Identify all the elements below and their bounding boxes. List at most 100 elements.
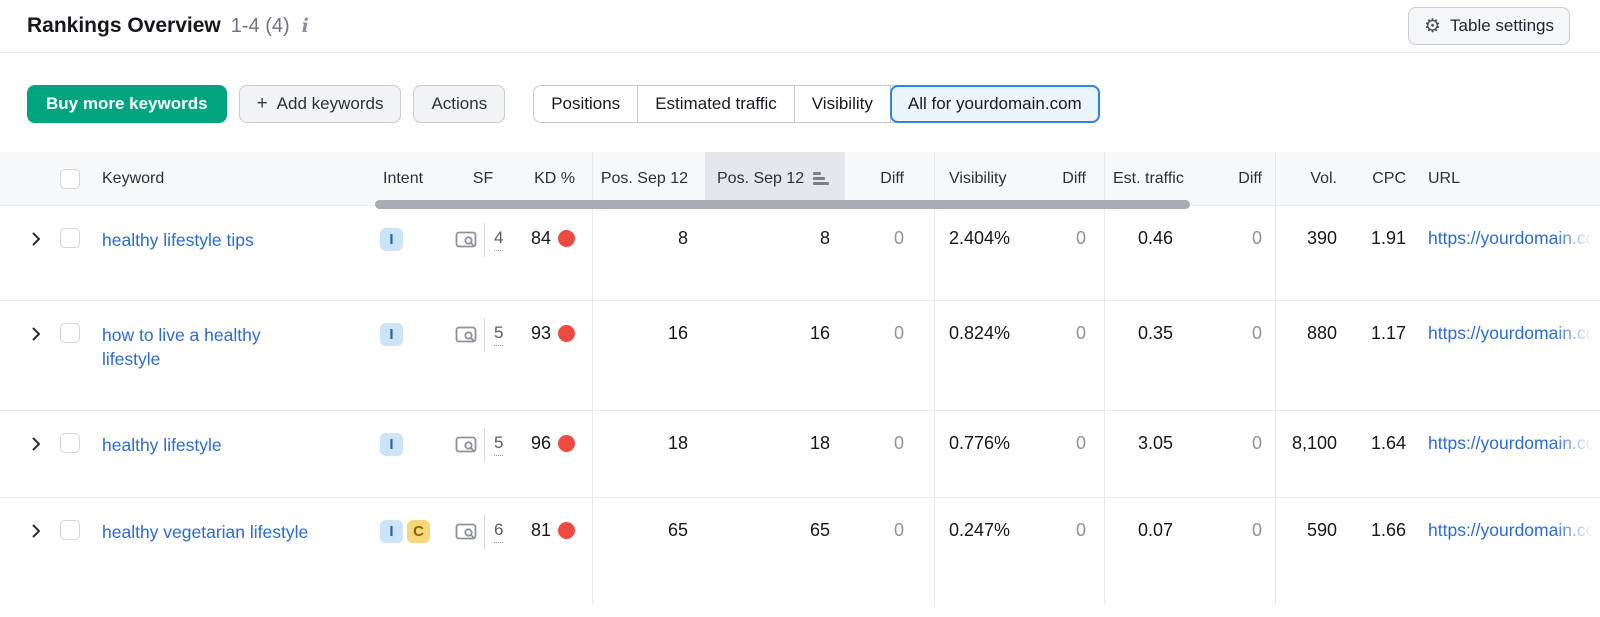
pos-current-cell: 18 <box>809 433 830 453</box>
divider <box>484 428 485 462</box>
volume-cell: 880 <box>1306 323 1337 343</box>
cpc-cell: 1.66 <box>1370 520 1406 540</box>
cpc-cell: 1.91 <box>1370 228 1406 248</box>
table-row: healthy lifestyle tips I 4 84 8 8 0 2.40… <box>0 205 1600 300</box>
diff-traffic-cell: 0 <box>1205 206 1276 300</box>
tab-all-for-yourdomain[interactable]: All for yourdomain.com <box>889 85 1100 123</box>
cpc-cell: 1.17 <box>1370 323 1406 343</box>
header-visibility[interactable]: Visibility <box>949 169 1007 187</box>
keyword-link[interactable]: how to live a healthy lifestyle <box>102 325 261 369</box>
keyword-link[interactable]: healthy vegetarian lifestyle <box>102 522 309 542</box>
serp-features-icon[interactable] <box>455 522 477 547</box>
table-row: how to live a healthy lifestyle I 5 93 1… <box>0 300 1600 410</box>
header-kd[interactable]: KD % <box>516 152 593 205</box>
visibility-cell: 0.247% <box>949 520 1011 540</box>
row-checkbox[interactable] <box>60 433 80 453</box>
diff-pos-cell: 0 <box>845 498 935 605</box>
kd-dot-icon <box>558 522 575 539</box>
keyword-link[interactable]: healthy lifestyle tips <box>102 230 254 250</box>
tab-estimated-traffic[interactable]: Estimated traffic <box>638 86 795 122</box>
header-diff-traffic[interactable]: Diff <box>1205 152 1276 205</box>
intent-badge-informational[interactable]: I <box>380 433 403 456</box>
intent-badge-informational[interactable]: I <box>380 520 403 543</box>
cpc-cell: 1.64 <box>1370 433 1406 453</box>
serp-features-count[interactable]: 5 <box>494 323 504 346</box>
visibility-cell: 0.776% <box>949 433 1011 453</box>
divider <box>484 223 485 257</box>
select-all-checkbox[interactable] <box>60 168 80 189</box>
row-checkbox[interactable] <box>60 520 80 540</box>
url-link[interactable]: https://yourdomain.com <box>1428 433 1600 453</box>
est-traffic-cell: 0.46 <box>1137 228 1173 248</box>
page-count: 1-4 (4) <box>230 15 290 37</box>
gear-icon: ⚙ <box>1424 15 1442 37</box>
header-est-traffic[interactable]: Est. traffic <box>1113 169 1184 187</box>
serp-features-icon[interactable] <box>455 325 477 350</box>
kd-value: 93 <box>530 323 551 343</box>
info-icon[interactable]: i <box>301 15 309 37</box>
tab-positions[interactable]: Positions <box>534 86 639 122</box>
header-keyword[interactable]: Keyword <box>102 169 165 187</box>
expand-chevron-icon[interactable] <box>28 231 44 247</box>
kd-value: 81 <box>530 520 551 540</box>
pos-current-cell: 65 <box>809 520 830 540</box>
pos-current-cell: 8 <box>819 228 830 248</box>
divider <box>484 515 485 549</box>
est-traffic-cell: 0.35 <box>1137 323 1173 343</box>
page-title: Rankings Overview <box>27 14 221 37</box>
row-checkbox[interactable] <box>60 323 80 343</box>
table-header-row: Keyword Intent SF KD % Pos. Sep 12 Pos. … <box>0 152 1600 209</box>
expand-chevron-icon[interactable] <box>28 436 44 452</box>
expand-chevron-icon[interactable] <box>28 326 44 342</box>
actions-button[interactable]: Actions <box>413 85 506 123</box>
intent-badge-informational[interactable]: I <box>380 323 403 346</box>
toolbar: Buy more keywords + Add keywords Actions… <box>27 85 1600 123</box>
header-diff-visibility[interactable]: Diff <box>1035 152 1105 205</box>
tab-visibility[interactable]: Visibility <box>795 86 891 122</box>
header-volume[interactable]: Vol. <box>1310 169 1337 187</box>
diff-pos-cell: 0 <box>845 411 935 497</box>
header-url[interactable]: URL <box>1428 169 1461 187</box>
est-traffic-cell: 0.07 <box>1137 520 1173 540</box>
top-bar: Rankings Overview 1-4 (4) i ⚙ Table sett… <box>0 0 1600 53</box>
serp-features-count[interactable]: 5 <box>494 433 504 456</box>
horizontal-scrollbar-thumb[interactable] <box>375 200 1190 209</box>
header-checkbox-cell <box>56 152 102 205</box>
header-pos-prev[interactable]: Pos. Sep 12 <box>600 169 688 187</box>
serp-features-icon[interactable] <box>455 435 477 460</box>
serp-features-count[interactable]: 4 <box>494 228 504 251</box>
diff-visibility-cell: 0 <box>1035 206 1105 300</box>
diff-visibility-cell: 0 <box>1035 498 1105 605</box>
url-link[interactable]: https://yourdomain.com <box>1428 323 1600 343</box>
header-pos-current-label: Pos. Sep 12 <box>717 169 805 187</box>
serp-features-count[interactable]: 6 <box>494 520 504 543</box>
header-cpc[interactable]: CPC <box>1372 169 1406 187</box>
est-traffic-cell: 3.05 <box>1137 433 1173 453</box>
keyword-link[interactable]: healthy lifestyle <box>102 435 222 455</box>
url-fade <box>1554 411 1600 497</box>
url-link[interactable]: https://yourdomain.com <box>1428 520 1600 540</box>
row-checkbox[interactable] <box>60 228 80 248</box>
header-intent[interactable]: Intent <box>383 169 424 187</box>
diff-pos-cell: 0 <box>845 301 935 410</box>
diff-traffic-cell: 0 <box>1205 498 1276 605</box>
url-link[interactable]: https://yourdomain.com <box>1428 228 1600 248</box>
diff-visibility-cell: 0 <box>1035 301 1105 410</box>
table-row: healthy vegetarian lifestyle I C 6 81 65… <box>0 497 1600 605</box>
url-fade <box>1554 301 1600 410</box>
url-fade <box>1554 206 1600 300</box>
header-pos-current[interactable]: Pos. Sep 12 <box>705 152 845 205</box>
diff-traffic-cell: 0 <box>1205 301 1276 410</box>
expand-chevron-icon[interactable] <box>28 523 44 539</box>
serp-features-icon[interactable] <box>455 230 477 255</box>
add-keywords-button[interactable]: + Add keywords <box>238 85 402 123</box>
intent-badge-informational[interactable]: I <box>380 228 403 251</box>
header-diff-pos[interactable]: Diff <box>845 152 935 205</box>
header-sf[interactable]: SF <box>472 169 494 187</box>
divider <box>484 318 485 352</box>
url-fade <box>1554 498 1600 605</box>
add-keywords-label: Add keywords <box>276 94 384 113</box>
intent-badge-commercial[interactable]: C <box>407 520 430 543</box>
buy-more-keywords-button[interactable]: Buy more keywords <box>27 85 227 123</box>
table-settings-button[interactable]: ⚙ Table settings <box>1408 7 1570 45</box>
